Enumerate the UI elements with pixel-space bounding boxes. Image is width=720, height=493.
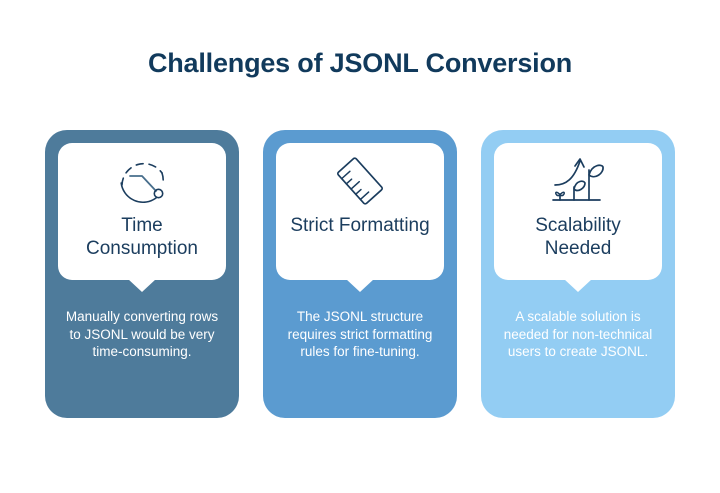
plant-growth-icon (547, 152, 609, 210)
ruler-icon (329, 152, 391, 210)
card-title: Time Consumption (86, 215, 198, 259)
card-title: Scalability Needed (535, 215, 621, 259)
card-body-text: A scalable solution is needed for non-te… (503, 309, 653, 359)
card-bubble: Time Consumption (58, 143, 226, 280)
page-title: Challenges of JSONL Conversion (147, 48, 573, 78)
card-body-text: The JSONL structure requires strict form… (287, 309, 433, 359)
card-bubble: Strict Formatting (276, 143, 444, 280)
card-time-consumption[interactable]: Time Consumption Manually converting row… (45, 130, 239, 418)
card-bubble: Scalability Needed (494, 143, 662, 280)
card-scalability-needed[interactable]: Scalability Needed A scalable solution i… (481, 130, 675, 418)
clock-icon (111, 152, 173, 210)
card-row: Time Consumption Manually converting row… (45, 130, 675, 420)
card-strict-formatting[interactable]: Strict Formatting The JSONL structure re… (263, 130, 457, 418)
card-title: Strict Formatting (290, 215, 430, 236)
card-body-text: Manually converting rows to JSONL would … (65, 309, 219, 359)
